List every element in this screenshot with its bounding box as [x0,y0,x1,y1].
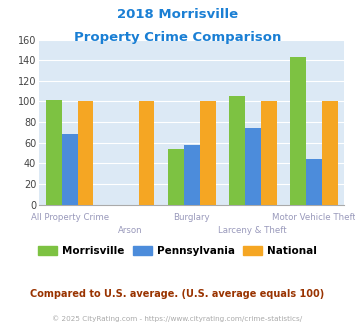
Text: © 2025 CityRating.com - https://www.cityrating.com/crime-statistics/: © 2025 CityRating.com - https://www.city… [53,315,302,322]
Bar [306,159,322,205]
Bar [168,149,184,205]
Bar [290,57,306,205]
Legend: Morrisville, Pennsylvania, National: Morrisville, Pennsylvania, National [34,242,321,260]
Bar [200,102,215,205]
Text: 2018 Morrisville: 2018 Morrisville [117,8,238,21]
Bar [138,102,154,205]
Text: All Property Crime: All Property Crime [31,213,109,222]
Text: Arson: Arson [118,226,143,235]
Bar [245,128,261,205]
Text: Property Crime Comparison: Property Crime Comparison [74,31,281,44]
Text: Larceny & Theft: Larceny & Theft [218,226,287,235]
Bar [77,102,93,205]
Text: Burglary: Burglary [173,213,210,222]
Bar [261,102,277,205]
Bar [46,100,62,205]
Text: Motor Vehicle Theft: Motor Vehicle Theft [272,213,355,222]
Bar [184,145,200,205]
Bar [229,96,245,205]
Bar [322,102,338,205]
Text: Compared to U.S. average. (U.S. average equals 100): Compared to U.S. average. (U.S. average … [31,289,324,299]
Bar [62,135,77,205]
